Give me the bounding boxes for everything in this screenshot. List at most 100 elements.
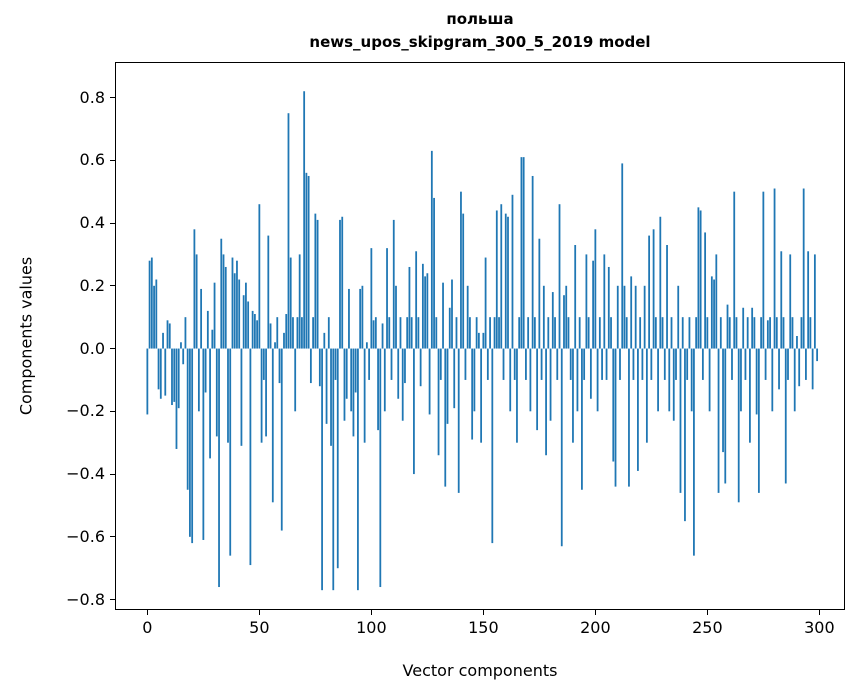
- bar: [471, 348, 474, 440]
- bar: [480, 348, 483, 443]
- bar: [446, 348, 449, 424]
- bar: [576, 348, 579, 412]
- bar: [551, 292, 554, 349]
- bar: [475, 317, 478, 349]
- bar: [569, 348, 572, 380]
- bar: [769, 317, 771, 349]
- bar: [184, 317, 187, 349]
- bar: [625, 317, 628, 349]
- x-tick-label: 200: [580, 618, 611, 637]
- bar: [659, 216, 662, 349]
- bar: [581, 348, 583, 490]
- bar: [536, 348, 539, 431]
- bar: [672, 348, 675, 421]
- bar: [735, 317, 738, 349]
- bar: [787, 348, 789, 380]
- bar: [603, 254, 606, 349]
- bar: [262, 348, 265, 380]
- bar: [616, 285, 619, 349]
- x-tick-label: 150: [468, 618, 499, 637]
- bar: [285, 314, 288, 349]
- bar: [240, 348, 243, 446]
- bar: [413, 348, 415, 475]
- bar: [323, 332, 326, 349]
- bar: [798, 348, 801, 387]
- bar: [560, 348, 563, 547]
- bar: [318, 348, 321, 387]
- bar: [778, 348, 780, 390]
- bar: [180, 342, 182, 349]
- bar: [793, 348, 796, 412]
- bar: [495, 210, 498, 349]
- bar: [489, 317, 491, 349]
- bar: [419, 348, 422, 387]
- bar: [744, 348, 747, 380]
- y-axis-label: Components values: [16, 256, 36, 416]
- bar: [298, 254, 301, 349]
- bar: [513, 348, 516, 380]
- bar: [583, 348, 586, 380]
- y-tick-label: 0.2: [79, 275, 105, 295]
- bar: [484, 257, 487, 349]
- x-tick-mark: [818, 610, 820, 615]
- bar: [731, 348, 733, 380]
- bar: [442, 282, 444, 349]
- bar: [157, 348, 160, 390]
- bar: [502, 348, 505, 380]
- bar: [451, 279, 453, 349]
- bar: [332, 348, 335, 591]
- bar: [554, 317, 556, 349]
- bar: [701, 348, 704, 380]
- bar: [666, 245, 668, 349]
- bar: [379, 348, 382, 588]
- bar: [197, 348, 200, 412]
- bar: [525, 348, 527, 380]
- bar: [477, 332, 480, 349]
- x-tick-label: 100: [356, 618, 387, 637]
- bar: [343, 348, 346, 421]
- bar: [399, 317, 402, 349]
- bar: [780, 251, 783, 349]
- bar: [251, 310, 254, 349]
- bar: [529, 348, 532, 412]
- bar: [558, 204, 561, 349]
- bar: [766, 320, 769, 349]
- bar: [345, 348, 348, 399]
- bar: [719, 317, 722, 349]
- bar: [549, 348, 552, 421]
- bar: [211, 329, 214, 349]
- y-tick-label: 0.0: [79, 338, 105, 358]
- chart-title-word: польша: [446, 10, 514, 28]
- bar: [565, 285, 568, 349]
- bar: [307, 175, 310, 349]
- bar: [256, 320, 259, 349]
- bar: [686, 348, 689, 380]
- bar: [334, 348, 337, 380]
- bar: [354, 348, 357, 393]
- bar: [374, 317, 377, 349]
- bar: [578, 317, 581, 349]
- bar: [594, 229, 597, 349]
- y-tick-mark: [110, 348, 115, 350]
- bars-canvas: [146, 91, 819, 591]
- bar: [260, 348, 263, 443]
- bar: [410, 317, 413, 349]
- bar: [166, 320, 169, 349]
- bar: [681, 317, 684, 349]
- bar: [486, 348, 489, 380]
- bar: [368, 348, 371, 380]
- bar: [527, 317, 530, 349]
- bar: [522, 157, 525, 349]
- bar: [684, 348, 686, 522]
- bar: [757, 348, 760, 493]
- bar: [601, 348, 603, 380]
- y-tick-mark: [110, 97, 115, 99]
- bar: [592, 260, 595, 349]
- bar: [628, 348, 630, 487]
- bar: [708, 348, 711, 412]
- bar: [641, 348, 644, 380]
- bar: [386, 248, 388, 349]
- bar: [585, 254, 588, 349]
- y-tick-mark: [110, 159, 115, 161]
